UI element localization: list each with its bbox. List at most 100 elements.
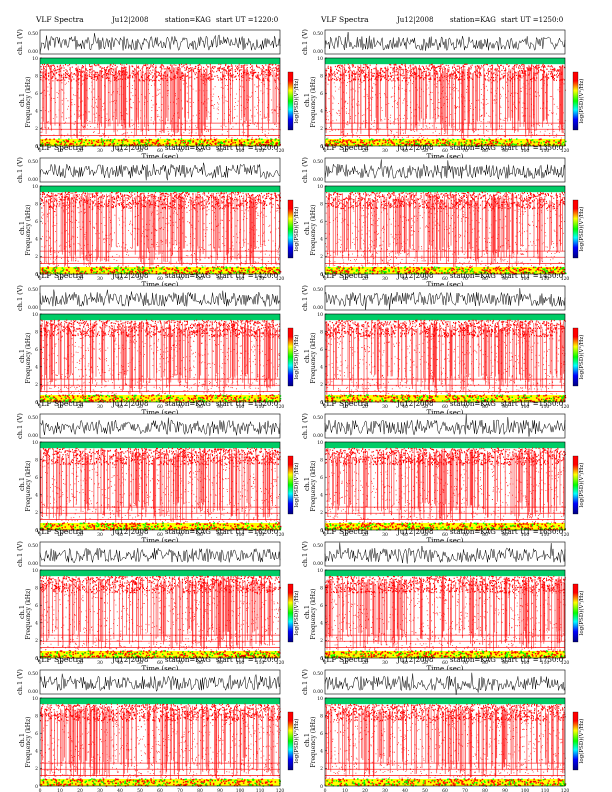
waveform-tick-label: 0.00 [28,689,38,695]
spectra-panel-3: VLF Spectra Ju12|2008 station=KAG start UT … [16,143,300,289]
y-tick-label: 0 [320,400,323,406]
waveform-tick-label: 0.00 [313,561,323,567]
y-tick-label: 2 [320,638,323,644]
x-tick-label: 110 [256,660,265,666]
y-axis-label: Frequency (kHz) [25,588,32,639]
waveform-frame [324,669,566,695]
spectrogram-band-top [40,58,280,65]
colorbar [287,455,294,515]
spectrogram-streaks [42,64,280,139]
x-tick-label: 0 [39,788,42,792]
x-tick-label: 60 [442,660,448,666]
x-tick-label: 0 [324,788,327,792]
spectrogram-bottom-green [327,394,565,403]
y-tick-label: 4 [320,109,323,115]
waveform-tick-label: 0.00 [28,561,38,567]
y-tick-label: 8 [320,585,323,591]
x-tick-label: 50 [137,404,143,410]
spectra-panel-10: VLF Spectra Ju12|2008 station=KAG start UT … [301,527,585,673]
colorbar-label: log(PSD)(V²/Hz) [578,335,585,380]
x-tick-label: 80 [197,148,203,154]
x-tick-label: 100 [521,276,530,282]
y-tick-label: 10 [32,184,38,190]
x-tick-label: 110 [541,788,550,792]
x-tick-label: 10 [57,788,63,792]
colorbar-label: log(PSD)(V²/Hz) [293,79,300,124]
spectrogram-band-top [325,186,565,193]
colorbar-label: log(PSD)(V²/Hz) [293,719,300,764]
y-tick-label: 8 [35,713,38,719]
y-tick-label: 6 [35,91,38,97]
x-tick-label: 40 [402,788,408,792]
x-tick-label: 100 [236,404,245,410]
x-tick-label: 60 [442,788,448,792]
panel-title: VLF Spectra [320,143,369,152]
waveform-ylabel: ch.1 (V) [16,29,24,55]
waveform-tick-label: 0.50 [313,159,323,165]
spectrogram-upper-band [40,63,280,82]
x-tick-label: 80 [482,404,488,410]
panel-start-time: start UT =1720:0 [216,656,278,664]
y-tick-label: 0 [320,528,323,534]
spectrogram-bottom-green [41,650,280,659]
x-tick-label: 100 [521,788,530,792]
y-tick-label: 2 [320,254,323,260]
panel-title: VLF Spectra [35,527,84,536]
y-tick-label: 6 [35,347,38,353]
y-tick-label: 4 [35,749,38,755]
colorbar-label: log(PSD)(V²/Hz) [578,719,585,764]
y-axis-prefix: ch.1 [303,221,311,235]
x-tick-label: 120 [276,148,285,154]
x-tick-label: 90 [502,148,508,154]
panel-start-time: start UT =1520:0 [216,400,278,408]
x-tick-label: 20 [362,276,368,282]
x-tick-label: 30 [97,532,103,538]
x-tick-label: 120 [561,148,570,154]
x-tick-label: 90 [502,788,508,792]
x-tick-label: 120 [561,788,570,792]
x-tick-label: 10 [342,404,348,410]
x-tick-label: 40 [117,532,123,538]
spectra-panel-2: VLF Spectra Ju12|2008 station=KAG start UT … [301,15,585,161]
x-tick-label: 50 [422,532,428,538]
waveform-tick-label: 0.50 [313,415,323,421]
panel-title: VLF Spectra [320,15,369,24]
x-tick-label: 40 [402,148,408,154]
x-tick-label: 0 [39,148,42,154]
y-axis-label: Frequency (kHz) [310,204,317,255]
x-tick-label: 50 [422,660,428,666]
x-tick-label: 90 [217,276,223,282]
panel-station: station=KAG [450,272,496,280]
x-tick-label: 0 [39,532,42,538]
y-tick-label: 6 [320,219,323,225]
x-tick-label: 60 [157,404,163,410]
y-tick-label: 4 [35,365,38,371]
spectrogram-band-top [40,698,280,705]
x-tick-label: 30 [97,404,103,410]
panel-start-time: start UT =1350:0 [501,144,563,152]
spectrogram-band-bottom [325,650,565,658]
panel-start-time: start UT =1220:0 [216,16,278,24]
y-tick-label: 8 [35,457,38,463]
y-axis-prefix: ch.1 [303,93,311,107]
waveform-ylabel: ch.1 (V) [301,541,309,567]
panel-title: VLF Spectra [320,655,369,664]
waveform-trace [324,414,566,437]
x-tick-label: 90 [502,532,508,538]
waveform-frame [324,413,566,439]
y-axis-prefix: ch.1 [303,733,311,747]
x-tick-label: 90 [217,788,223,792]
waveform-trace [324,32,566,52]
y-tick-label: 0 [320,656,323,662]
x-tick-label: 40 [117,660,123,666]
waveform-trace [39,547,281,564]
panel-station: station=KAG [165,272,211,280]
x-tick-label: 100 [236,276,245,282]
x-tick-label: 70 [177,404,183,410]
spectrogram-bottom-green [43,266,280,275]
spectrogram-upper-band [326,191,566,210]
x-tick-label: 20 [362,660,368,666]
x-tick-label: 70 [177,660,183,666]
spectrogram-band-bottom [40,266,280,274]
spectrogram-band-bottom [40,778,280,786]
